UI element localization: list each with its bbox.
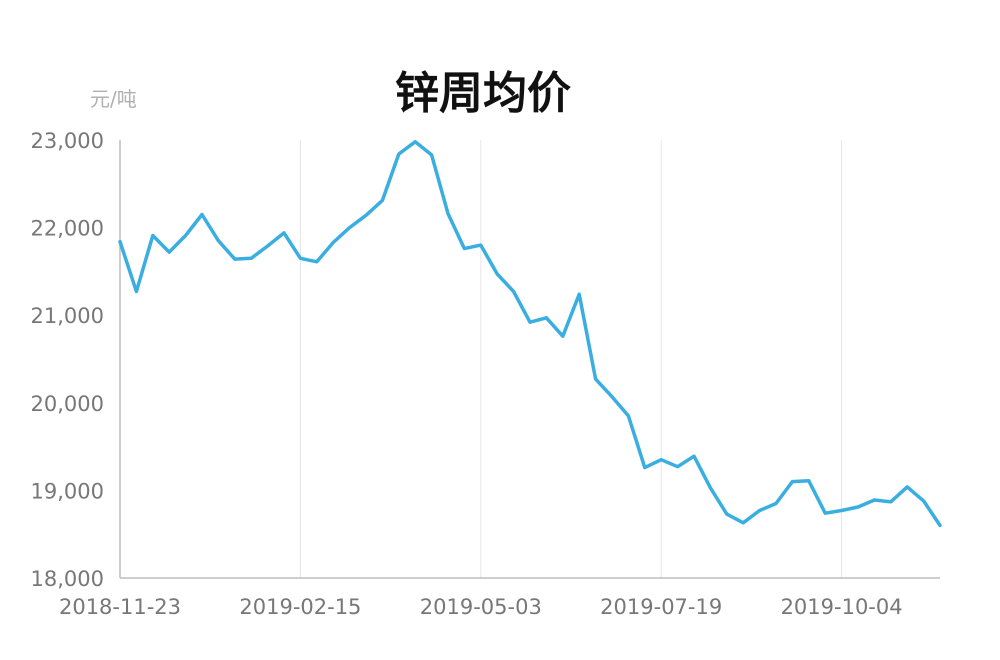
data-point	[643, 466, 646, 469]
data-point	[938, 524, 941, 527]
data-point	[446, 212, 449, 215]
data-point	[200, 213, 203, 216]
data-point	[135, 290, 138, 293]
data-point	[496, 272, 499, 275]
x-tick-label: 2019-05-03	[420, 595, 542, 619]
data-point	[578, 293, 581, 296]
data-point	[463, 247, 466, 250]
y-axis-unit-label: 元/吨	[90, 87, 137, 111]
y-tick-label: 21,000	[31, 304, 104, 328]
data-point	[594, 378, 597, 381]
x-tick-label: 2019-02-15	[239, 595, 361, 619]
data-point	[742, 521, 745, 524]
data-point	[184, 234, 187, 237]
data-point	[528, 321, 531, 324]
data-point	[414, 140, 417, 143]
y-tick-label: 20,000	[31, 392, 104, 416]
data-point	[430, 153, 433, 156]
data-point	[791, 480, 794, 483]
data-point	[168, 251, 171, 254]
data-point	[906, 485, 909, 488]
y-tick-label: 19,000	[31, 479, 104, 503]
x-tick-label: 2019-07-19	[600, 595, 722, 619]
data-point	[856, 505, 859, 508]
data-point	[250, 257, 253, 260]
data-point	[233, 258, 236, 261]
price-series	[118, 140, 942, 528]
data-point	[922, 499, 925, 502]
data-point	[315, 260, 318, 263]
data-point	[151, 234, 154, 237]
data-point	[676, 465, 679, 468]
data-point	[610, 395, 613, 398]
data-point	[364, 214, 367, 217]
data-point	[807, 479, 810, 482]
data-point	[725, 513, 728, 516]
data-point	[479, 244, 482, 247]
data-point	[545, 316, 548, 319]
data-point	[332, 241, 335, 244]
y-tick-label: 23,000	[31, 129, 104, 153]
vertical-gridlines	[299, 140, 843, 578]
axes	[119, 140, 940, 579]
x-tick-label: 2019-10-04	[781, 595, 903, 619]
data-point	[889, 500, 892, 503]
data-point	[381, 199, 384, 202]
data-point	[348, 226, 351, 229]
data-point	[118, 240, 121, 243]
data-point	[774, 502, 777, 505]
data-point	[627, 414, 630, 417]
data-point	[758, 509, 761, 512]
data-point	[217, 239, 220, 242]
y-tick-label: 18,000	[31, 567, 104, 591]
data-point	[660, 458, 663, 461]
x-tick-label: 2018-11-23	[59, 595, 181, 619]
price-line	[118, 140, 942, 528]
x-axis-tick-labels: 2018-11-23 2019-02-15 2019-05-03 2019-07-19…	[59, 595, 903, 619]
y-axis-tick-labels: 18,000 19,000 20,000 21,000 22,000 23,000	[31, 129, 104, 591]
data-point	[512, 290, 515, 293]
data-point	[299, 257, 302, 260]
y-tick-label: 22,000	[31, 217, 104, 241]
data-point	[840, 509, 843, 512]
data-point	[397, 152, 400, 155]
data-point	[561, 335, 564, 338]
data-point	[709, 486, 712, 489]
data-point	[266, 244, 269, 247]
data-point	[692, 455, 695, 458]
chart-title: 锌周均价	[395, 68, 571, 119]
data-point	[873, 498, 876, 501]
data-point	[282, 231, 285, 234]
data-point	[824, 512, 827, 515]
